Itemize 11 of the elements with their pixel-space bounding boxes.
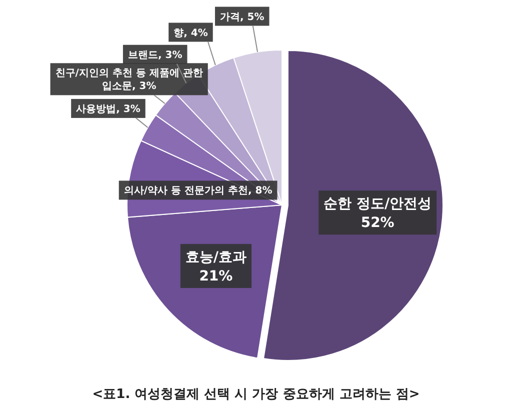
slice-label: 효능/효과 [185, 249, 247, 266]
data-label: 21% [199, 268, 233, 284]
slice-label: 향, 4% [174, 28, 208, 39]
data-label: 52% [360, 215, 394, 231]
slice-label: 친구/지인의 추천 등 제품에 관한 입소문, 3% [55, 68, 203, 92]
slice-label: 의사/약사 등 전문가의 추천, 8% [124, 186, 272, 197]
slice-label: 순한 정도/안전성 [324, 196, 432, 212]
slice-label: 가격, 5% [220, 12, 264, 23]
slice-label: 브랜드, 3% [128, 50, 182, 61]
text: <표1. 여성청결제 선택 시 가장 중요하게 고려하는 점> [92, 387, 420, 402]
slice-label: 사용방법, 3% [76, 104, 140, 115]
